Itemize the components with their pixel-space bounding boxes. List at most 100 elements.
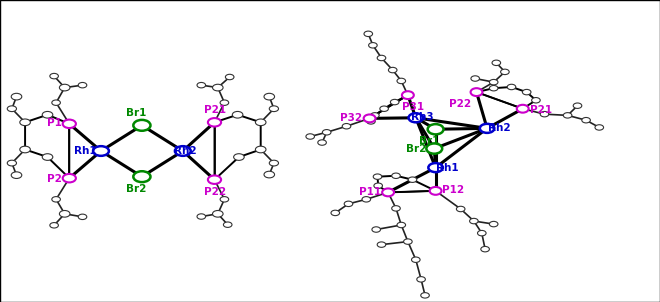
Ellipse shape — [223, 222, 232, 227]
Ellipse shape — [426, 143, 442, 154]
Ellipse shape — [64, 175, 75, 182]
Ellipse shape — [364, 114, 376, 122]
Ellipse shape — [532, 98, 540, 103]
Ellipse shape — [255, 119, 266, 126]
Ellipse shape — [373, 174, 381, 179]
Ellipse shape — [63, 120, 76, 128]
Ellipse shape — [331, 210, 340, 216]
Ellipse shape — [345, 201, 353, 207]
Ellipse shape — [213, 210, 223, 217]
Ellipse shape — [412, 257, 420, 262]
Ellipse shape — [469, 218, 478, 224]
Ellipse shape — [478, 230, 486, 236]
Ellipse shape — [93, 146, 109, 156]
Ellipse shape — [372, 227, 380, 232]
Ellipse shape — [367, 119, 375, 124]
Ellipse shape — [59, 210, 70, 217]
Ellipse shape — [374, 183, 382, 188]
Ellipse shape — [264, 93, 275, 100]
Ellipse shape — [209, 176, 220, 183]
Ellipse shape — [573, 103, 582, 108]
Ellipse shape — [456, 206, 465, 212]
Ellipse shape — [402, 91, 414, 99]
Ellipse shape — [50, 223, 59, 228]
Ellipse shape — [391, 206, 400, 211]
Ellipse shape — [7, 106, 16, 112]
Text: Br2: Br2 — [406, 144, 426, 154]
Ellipse shape — [507, 84, 516, 90]
Ellipse shape — [51, 100, 61, 105]
Ellipse shape — [517, 105, 529, 113]
Ellipse shape — [397, 222, 405, 228]
Ellipse shape — [208, 118, 221, 127]
Ellipse shape — [377, 55, 385, 61]
Text: Rh3: Rh3 — [411, 112, 434, 122]
Ellipse shape — [342, 124, 351, 129]
Ellipse shape — [489, 221, 498, 227]
Ellipse shape — [59, 84, 70, 91]
Ellipse shape — [42, 111, 53, 118]
Ellipse shape — [421, 293, 430, 298]
Text: Br1: Br1 — [419, 136, 439, 146]
Text: Rh2: Rh2 — [488, 123, 510, 133]
Ellipse shape — [472, 89, 480, 95]
Ellipse shape — [397, 78, 405, 84]
Text: P21: P21 — [204, 105, 226, 115]
Ellipse shape — [519, 106, 527, 111]
Text: P31: P31 — [402, 101, 424, 112]
Ellipse shape — [471, 76, 479, 81]
Ellipse shape — [432, 188, 440, 194]
Ellipse shape — [209, 119, 220, 126]
Text: P22: P22 — [204, 187, 226, 197]
Ellipse shape — [197, 214, 205, 219]
Ellipse shape — [391, 173, 400, 178]
Text: P32: P32 — [340, 113, 362, 124]
Text: P22: P22 — [449, 98, 471, 109]
Ellipse shape — [383, 190, 392, 195]
Ellipse shape — [383, 190, 392, 195]
Ellipse shape — [264, 171, 275, 178]
Ellipse shape — [368, 43, 378, 48]
Ellipse shape — [370, 113, 379, 118]
Ellipse shape — [403, 92, 412, 98]
Ellipse shape — [379, 106, 388, 111]
Ellipse shape — [232, 111, 243, 118]
Ellipse shape — [480, 246, 489, 252]
Ellipse shape — [430, 187, 442, 195]
Ellipse shape — [7, 160, 16, 166]
Ellipse shape — [78, 82, 87, 88]
Ellipse shape — [220, 100, 228, 105]
Ellipse shape — [269, 160, 279, 166]
Ellipse shape — [428, 124, 444, 134]
Ellipse shape — [428, 163, 443, 172]
Ellipse shape — [133, 171, 150, 182]
Ellipse shape — [388, 67, 397, 73]
Ellipse shape — [417, 277, 425, 282]
Ellipse shape — [377, 242, 385, 247]
Ellipse shape — [408, 177, 417, 182]
Text: Rh1: Rh1 — [436, 162, 459, 173]
Text: Br2: Br2 — [127, 184, 147, 194]
Ellipse shape — [78, 214, 87, 220]
Ellipse shape — [220, 197, 228, 202]
Ellipse shape — [63, 174, 76, 182]
Ellipse shape — [563, 113, 572, 118]
Text: Rh1: Rh1 — [74, 146, 96, 156]
Ellipse shape — [175, 146, 191, 156]
Ellipse shape — [489, 85, 498, 91]
Ellipse shape — [317, 140, 326, 145]
Text: P2: P2 — [47, 174, 61, 184]
Ellipse shape — [133, 120, 150, 131]
Ellipse shape — [489, 79, 498, 85]
Ellipse shape — [42, 154, 53, 160]
Ellipse shape — [365, 116, 374, 121]
Text: P12: P12 — [442, 185, 464, 195]
Text: P11: P11 — [358, 187, 381, 197]
Ellipse shape — [306, 134, 315, 139]
Ellipse shape — [51, 197, 61, 202]
Ellipse shape — [362, 197, 371, 202]
Text: Br1: Br1 — [127, 108, 147, 118]
Ellipse shape — [20, 146, 30, 153]
Ellipse shape — [322, 130, 331, 135]
Ellipse shape — [480, 124, 494, 133]
